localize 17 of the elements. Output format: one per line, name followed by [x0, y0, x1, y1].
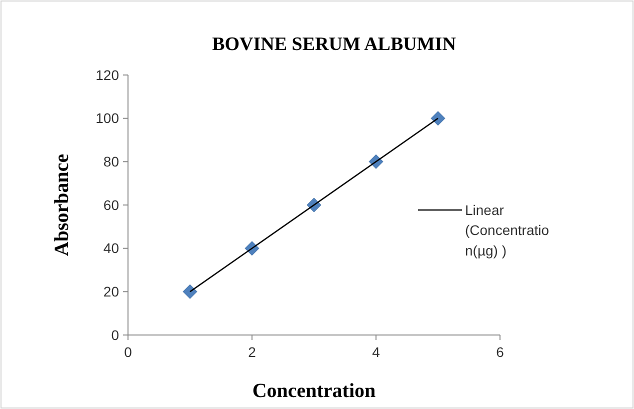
x-tick-label: 2 — [248, 344, 256, 360]
legend-label: Linear (Concentration(µg) ) — [465, 202, 550, 258]
y-tick-label: 40 — [103, 240, 120, 256]
y-tick-label: 0 — [111, 326, 120, 343]
y-tick-label: 80 — [103, 154, 120, 170]
y-tick-label: 120 — [96, 66, 120, 83]
point — [182, 284, 198, 299]
y-tick-label: 100 — [96, 110, 120, 126]
x-tick-label: 0 — [124, 344, 132, 360]
y-tick-label: 60 — [103, 196, 120, 213]
y-axis-title: Absorbance — [51, 154, 73, 256]
x-axis-title: Concentration — [252, 380, 376, 402]
x-tick-label: 4 — [372, 344, 380, 360]
chart-title: BOVINE SERUM ALBUMIN — [212, 34, 456, 55]
x-tick-label: 6 — [496, 344, 504, 360]
y-tick-label: 20 — [103, 284, 120, 300]
point — [430, 111, 446, 126]
